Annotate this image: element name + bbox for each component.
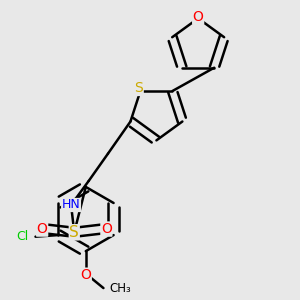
- Text: CH₃: CH₃: [109, 282, 131, 295]
- Text: O: O: [101, 222, 112, 236]
- Text: HN: HN: [62, 199, 80, 212]
- Text: S: S: [69, 225, 79, 240]
- Text: Cl: Cl: [16, 230, 28, 243]
- Text: O: O: [37, 222, 48, 236]
- Text: O: O: [80, 268, 91, 282]
- Text: S: S: [134, 81, 143, 95]
- Text: O: O: [193, 10, 204, 24]
